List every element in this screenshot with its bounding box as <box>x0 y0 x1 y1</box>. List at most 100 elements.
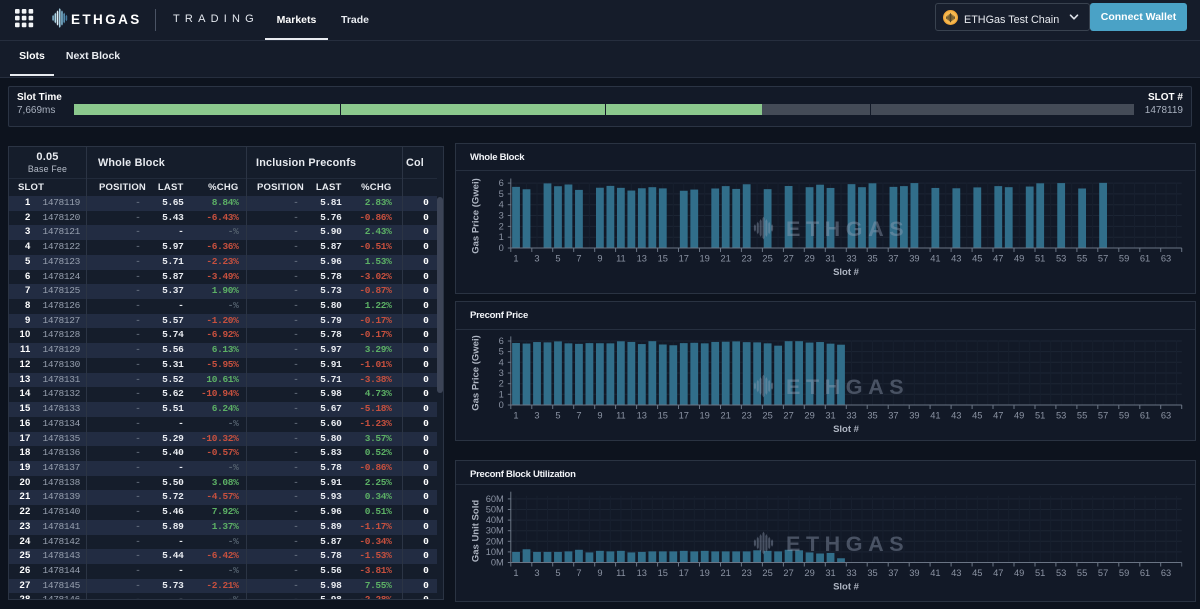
svg-text:43: 43 <box>951 568 961 578</box>
svg-text:61: 61 <box>1140 411 1150 421</box>
svg-text:59: 59 <box>1119 568 1129 578</box>
svg-text:ETHGAS: ETHGAS <box>786 532 909 556</box>
svg-text:0: 0 <box>499 400 504 410</box>
svg-text:2: 2 <box>499 221 504 231</box>
svg-text:15: 15 <box>658 254 668 264</box>
svg-text:13: 13 <box>637 411 647 421</box>
svg-text:51: 51 <box>1035 568 1045 578</box>
svg-text:11: 11 <box>616 254 626 264</box>
svg-text:37: 37 <box>888 254 898 264</box>
svg-text:3: 3 <box>499 368 504 378</box>
svg-text:3: 3 <box>534 568 539 578</box>
svg-text:6: 6 <box>499 178 504 188</box>
svg-text:5: 5 <box>499 347 504 357</box>
svg-text:13: 13 <box>637 254 647 264</box>
svg-text:39: 39 <box>909 254 919 264</box>
svg-text:1: 1 <box>513 254 518 264</box>
svg-text:31: 31 <box>825 254 835 264</box>
svg-text:25: 25 <box>762 411 772 421</box>
svg-text:ETHGAS: ETHGAS <box>786 375 909 399</box>
svg-text:25: 25 <box>762 254 772 264</box>
svg-text:19: 19 <box>700 254 710 264</box>
svg-text:49: 49 <box>1014 568 1024 578</box>
svg-text:21: 21 <box>721 568 731 578</box>
svg-text:11: 11 <box>616 568 626 578</box>
svg-text:33: 33 <box>846 568 856 578</box>
svg-text:7: 7 <box>576 411 581 421</box>
svg-text:33: 33 <box>846 254 856 264</box>
svg-text:31: 31 <box>825 568 835 578</box>
svg-text:55: 55 <box>1077 254 1087 264</box>
svg-text:23: 23 <box>742 411 752 421</box>
svg-text:21: 21 <box>721 411 731 421</box>
svg-text:17: 17 <box>679 411 689 421</box>
svg-text:35: 35 <box>867 568 877 578</box>
svg-text:45: 45 <box>972 411 982 421</box>
svg-text:63: 63 <box>1161 254 1171 264</box>
svg-text:59: 59 <box>1119 411 1129 421</box>
svg-text:6: 6 <box>499 336 504 346</box>
svg-text:30M: 30M <box>486 526 504 536</box>
svg-text:7: 7 <box>576 568 581 578</box>
svg-text:Slot #: Slot # <box>833 424 860 435</box>
svg-text:0: 0 <box>499 243 504 253</box>
svg-text:51: 51 <box>1035 254 1045 264</box>
svg-text:4: 4 <box>499 200 504 210</box>
svg-text:3: 3 <box>499 211 504 221</box>
svg-text:2: 2 <box>499 379 504 389</box>
svg-text:5: 5 <box>499 189 504 199</box>
svg-text:60M: 60M <box>486 494 504 504</box>
svg-text:47: 47 <box>993 411 1003 421</box>
svg-text:53: 53 <box>1056 568 1066 578</box>
svg-text:49: 49 <box>1014 254 1024 264</box>
svg-text:1: 1 <box>499 389 504 399</box>
svg-text:1: 1 <box>513 568 518 578</box>
svg-text:17: 17 <box>679 254 689 264</box>
svg-text:45: 45 <box>972 254 982 264</box>
svg-text:59: 59 <box>1119 254 1129 264</box>
svg-text:4: 4 <box>499 357 504 367</box>
svg-text:9: 9 <box>597 411 602 421</box>
svg-text:35: 35 <box>867 254 877 264</box>
svg-text:61: 61 <box>1140 568 1150 578</box>
svg-text:45: 45 <box>972 568 982 578</box>
svg-text:40M: 40M <box>486 515 504 525</box>
svg-text:11: 11 <box>616 411 626 421</box>
svg-text:53: 53 <box>1056 411 1066 421</box>
svg-text:19: 19 <box>700 568 710 578</box>
svg-text:3: 3 <box>534 254 539 264</box>
svg-text:55: 55 <box>1077 568 1087 578</box>
svg-text:19: 19 <box>700 411 710 421</box>
svg-text:23: 23 <box>742 254 752 264</box>
svg-text:41: 41 <box>930 411 940 421</box>
svg-text:29: 29 <box>804 568 814 578</box>
svg-text:51: 51 <box>1035 411 1045 421</box>
svg-text:1: 1 <box>499 232 504 242</box>
svg-text:29: 29 <box>804 254 814 264</box>
svg-text:61: 61 <box>1140 254 1150 264</box>
svg-text:0M: 0M <box>491 558 504 568</box>
svg-text:43: 43 <box>951 411 961 421</box>
svg-text:27: 27 <box>783 568 793 578</box>
svg-text:17: 17 <box>679 568 689 578</box>
svg-text:20M: 20M <box>486 536 504 546</box>
svg-text:33: 33 <box>846 411 856 421</box>
svg-text:63: 63 <box>1161 568 1171 578</box>
svg-text:63: 63 <box>1161 411 1171 421</box>
svg-text:1: 1 <box>513 411 518 421</box>
svg-text:15: 15 <box>658 568 668 578</box>
svg-text:41: 41 <box>930 568 940 578</box>
svg-text:13: 13 <box>637 568 647 578</box>
svg-text:27: 27 <box>783 411 793 421</box>
svg-text:ETHGAS: ETHGAS <box>786 217 909 241</box>
svg-text:47: 47 <box>993 568 1003 578</box>
svg-text:35: 35 <box>867 411 877 421</box>
svg-text:49: 49 <box>1014 411 1024 421</box>
svg-text:37: 37 <box>888 568 898 578</box>
svg-text:57: 57 <box>1098 568 1108 578</box>
svg-text:27: 27 <box>783 254 793 264</box>
svg-text:9: 9 <box>597 254 602 264</box>
svg-text:25: 25 <box>762 568 772 578</box>
svg-text:15: 15 <box>658 411 668 421</box>
svg-text:41: 41 <box>930 254 940 264</box>
